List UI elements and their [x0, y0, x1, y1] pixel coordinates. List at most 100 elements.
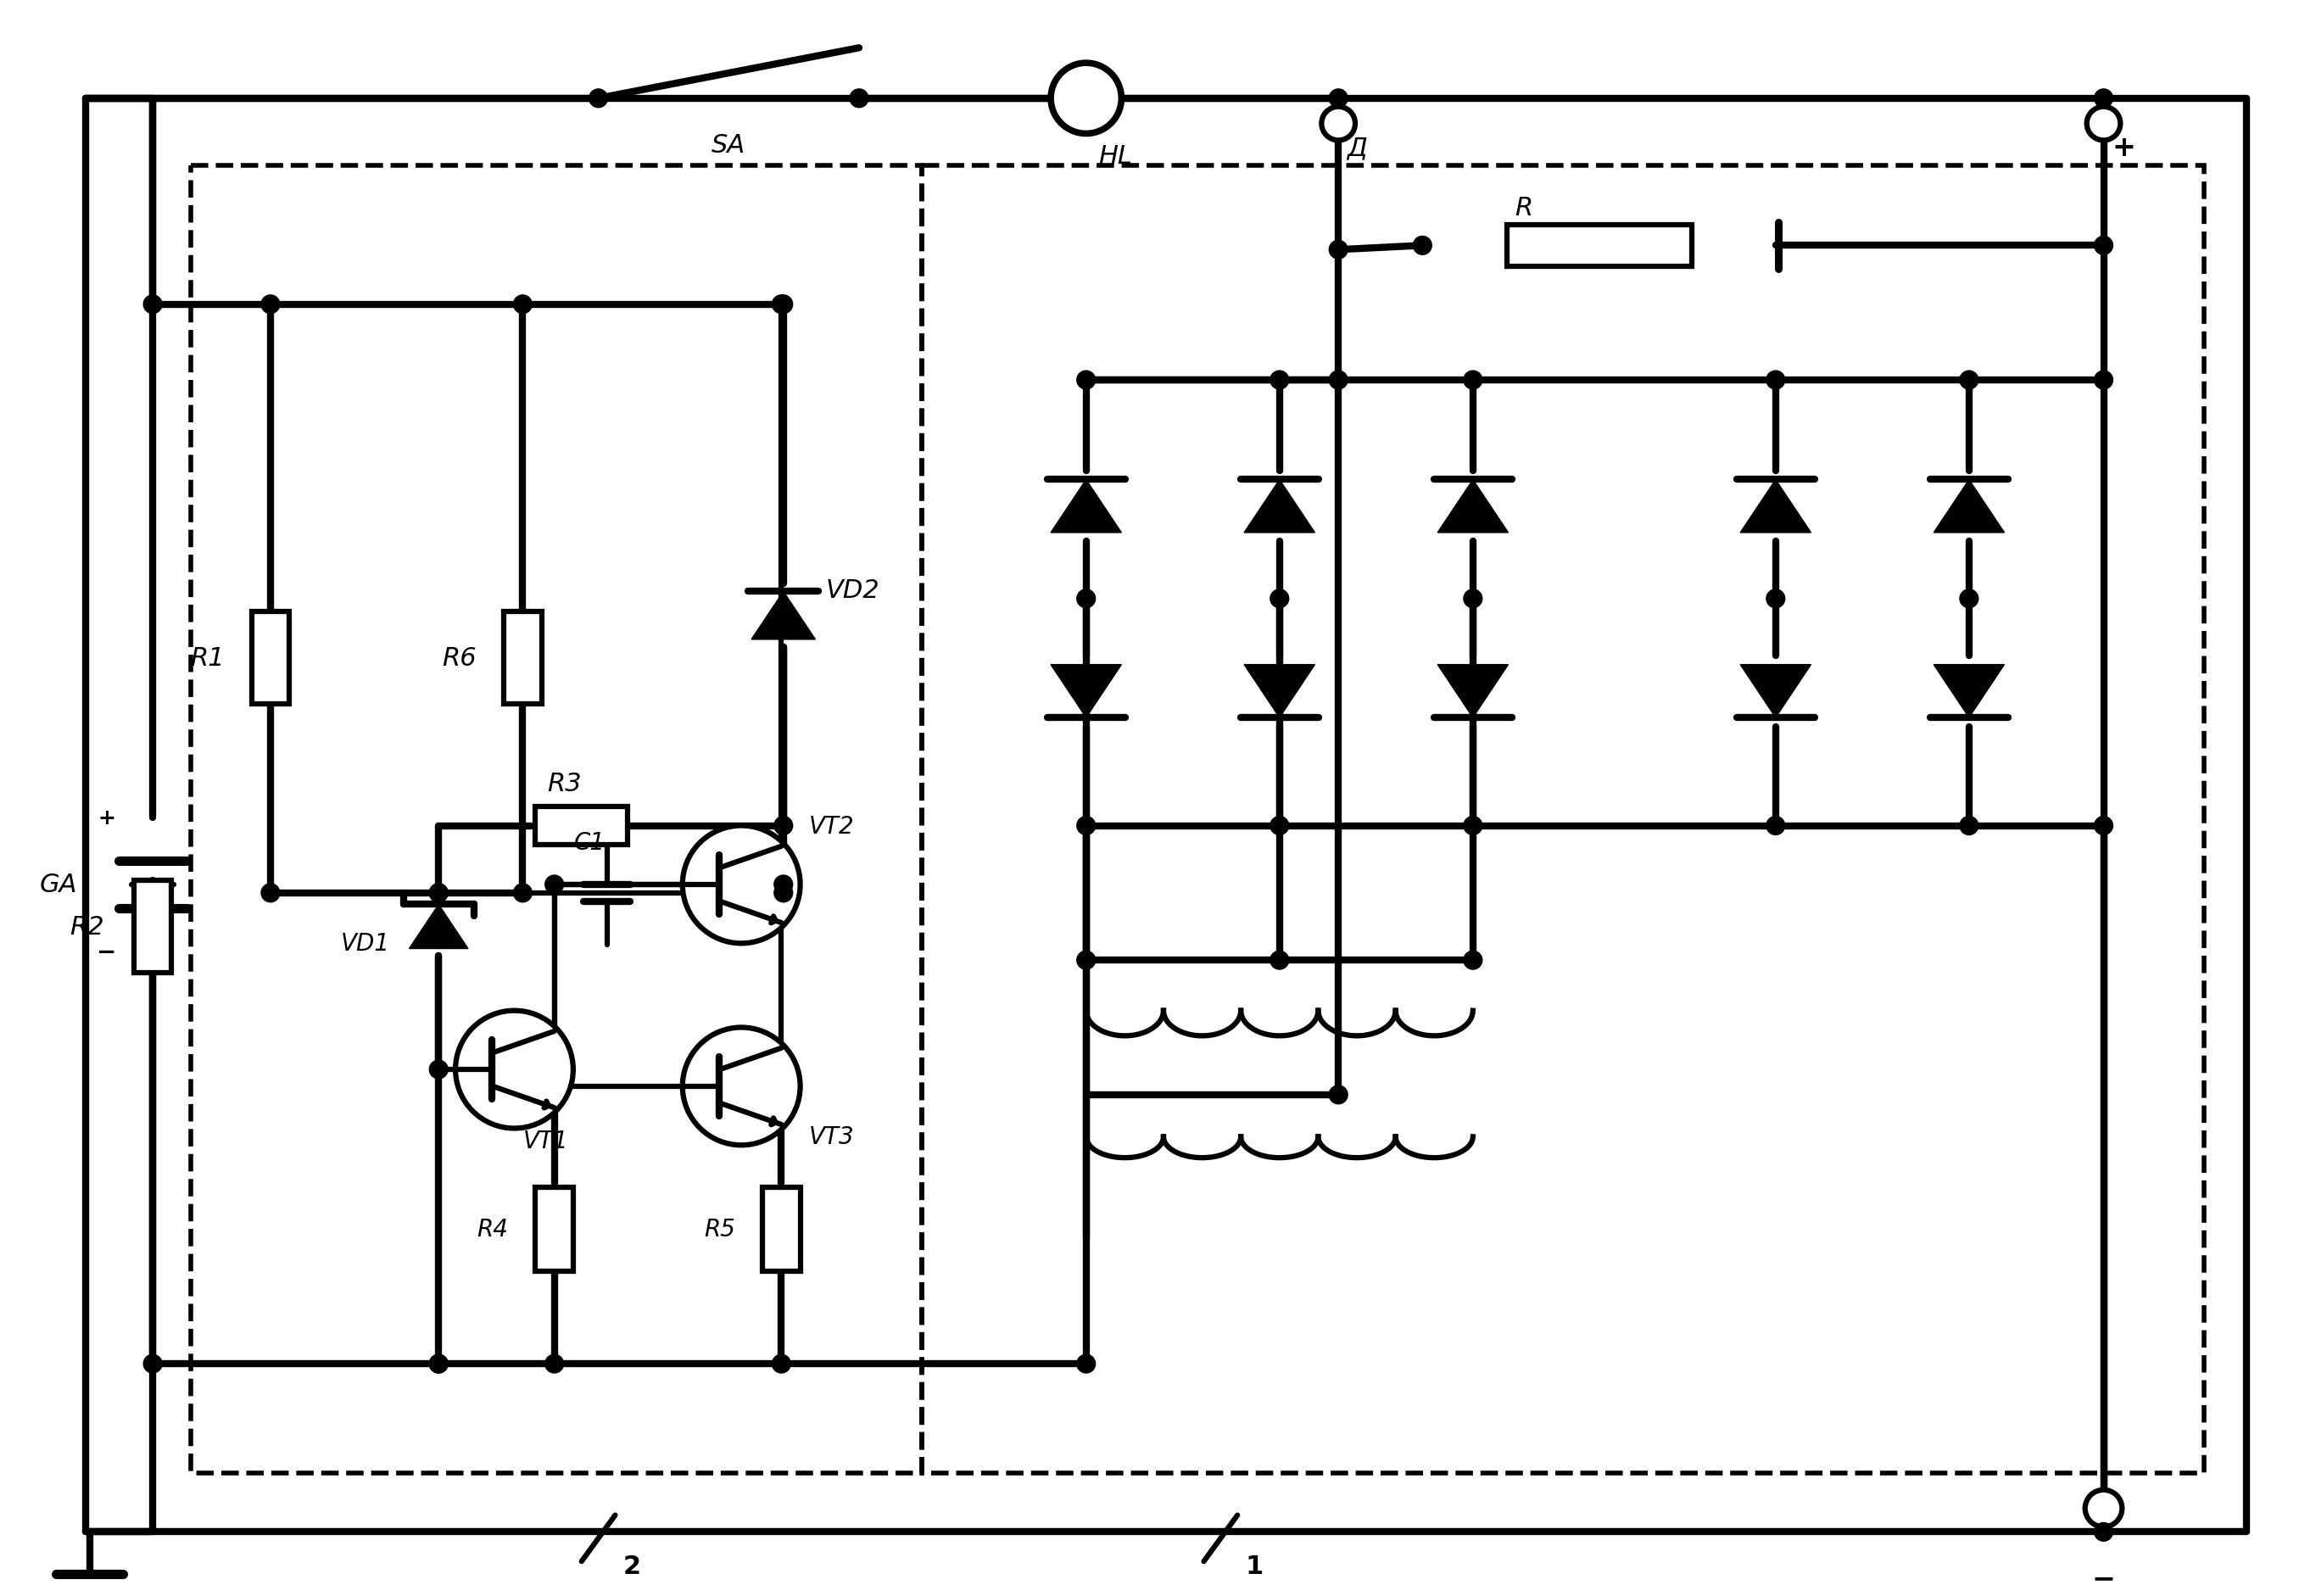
- Circle shape: [774, 884, 792, 902]
- Circle shape: [1329, 372, 1348, 389]
- Circle shape: [774, 295, 792, 314]
- Circle shape: [428, 1355, 447, 1373]
- Circle shape: [1051, 64, 1121, 134]
- Circle shape: [1329, 1085, 1348, 1104]
- Polygon shape: [1244, 666, 1315, 718]
- Circle shape: [774, 817, 792, 835]
- Circle shape: [683, 827, 801, 943]
- Circle shape: [2087, 107, 2121, 140]
- Circle shape: [1959, 817, 1978, 835]
- Circle shape: [771, 1355, 790, 1373]
- Polygon shape: [410, 905, 468, 950]
- Text: VT3: VT3: [808, 1125, 855, 1149]
- Circle shape: [1959, 591, 1978, 608]
- Circle shape: [1329, 241, 1348, 260]
- Text: Д: Д: [1348, 136, 1366, 160]
- Circle shape: [1464, 591, 1482, 608]
- Bar: [1505, 225, 1691, 267]
- Text: VT2: VT2: [808, 814, 855, 838]
- Polygon shape: [1934, 666, 2003, 718]
- Bar: [535, 1187, 574, 1272]
- Circle shape: [1464, 817, 1482, 835]
- Circle shape: [1329, 89, 1348, 109]
- Text: +: +: [2112, 134, 2135, 161]
- Text: R2: R2: [69, 915, 104, 938]
- Circle shape: [1322, 107, 1355, 140]
- Circle shape: [1269, 372, 1288, 389]
- Circle shape: [514, 884, 533, 902]
- Polygon shape: [1051, 666, 1121, 718]
- Circle shape: [428, 1355, 447, 1373]
- Circle shape: [850, 89, 868, 109]
- Circle shape: [456, 1010, 572, 1128]
- Bar: [134, 881, 171, 974]
- Circle shape: [262, 295, 280, 314]
- Circle shape: [1077, 1355, 1095, 1373]
- Circle shape: [1269, 951, 1288, 970]
- Text: 1: 1: [1246, 1553, 1262, 1578]
- Text: GA: GA: [39, 873, 76, 897]
- Circle shape: [144, 295, 162, 314]
- Text: R1: R1: [190, 646, 225, 670]
- Circle shape: [2094, 1523, 2112, 1542]
- Text: C1: C1: [574, 832, 607, 854]
- Circle shape: [1767, 817, 1786, 835]
- Polygon shape: [1934, 480, 2003, 533]
- Circle shape: [514, 295, 533, 314]
- Circle shape: [1464, 372, 1482, 389]
- Circle shape: [1767, 372, 1786, 389]
- Polygon shape: [1739, 666, 1811, 718]
- Circle shape: [683, 1028, 801, 1146]
- Text: VT1: VT1: [523, 1130, 567, 1152]
- Circle shape: [428, 1060, 447, 1079]
- Circle shape: [428, 884, 447, 902]
- Text: R: R: [1515, 196, 1533, 220]
- Bar: [252, 611, 290, 704]
- Text: R6: R6: [442, 646, 477, 670]
- Circle shape: [2094, 817, 2112, 835]
- Text: −: −: [97, 940, 116, 964]
- Text: 2: 2: [623, 1553, 642, 1578]
- Circle shape: [2084, 1491, 2121, 1527]
- Bar: [535, 808, 628, 844]
- Polygon shape: [1244, 480, 1315, 533]
- Circle shape: [588, 89, 607, 109]
- Circle shape: [544, 1355, 563, 1373]
- Bar: [505, 611, 542, 704]
- Circle shape: [262, 884, 280, 902]
- Text: HL: HL: [1098, 144, 1133, 169]
- Circle shape: [1959, 372, 1978, 389]
- Text: R4: R4: [477, 1218, 507, 1242]
- Circle shape: [1464, 951, 1482, 970]
- Circle shape: [428, 884, 447, 902]
- Text: R3: R3: [547, 771, 581, 796]
- Text: R5: R5: [704, 1218, 734, 1242]
- Circle shape: [771, 295, 790, 314]
- Polygon shape: [1438, 666, 1508, 718]
- Bar: [922, 166, 2205, 1473]
- Text: −: −: [2091, 1564, 2115, 1593]
- Circle shape: [144, 1355, 162, 1373]
- Circle shape: [1413, 236, 1431, 255]
- Text: VD2: VD2: [824, 578, 880, 603]
- Circle shape: [1269, 817, 1288, 835]
- Text: SA: SA: [711, 132, 746, 158]
- Circle shape: [2094, 372, 2112, 389]
- Circle shape: [2094, 236, 2112, 255]
- Text: VD1: VD1: [340, 932, 389, 956]
- Circle shape: [1077, 951, 1095, 970]
- Bar: [762, 1187, 801, 1272]
- Polygon shape: [1739, 480, 1811, 533]
- Polygon shape: [750, 592, 815, 640]
- Circle shape: [1767, 591, 1786, 608]
- Circle shape: [1077, 372, 1095, 389]
- Circle shape: [1077, 591, 1095, 608]
- Circle shape: [774, 876, 792, 894]
- Circle shape: [544, 876, 563, 894]
- Text: +: +: [97, 808, 116, 828]
- Polygon shape: [1051, 480, 1121, 533]
- Circle shape: [1269, 591, 1288, 608]
- Bar: [190, 166, 922, 1473]
- Circle shape: [2094, 89, 2112, 109]
- Polygon shape: [1438, 480, 1508, 533]
